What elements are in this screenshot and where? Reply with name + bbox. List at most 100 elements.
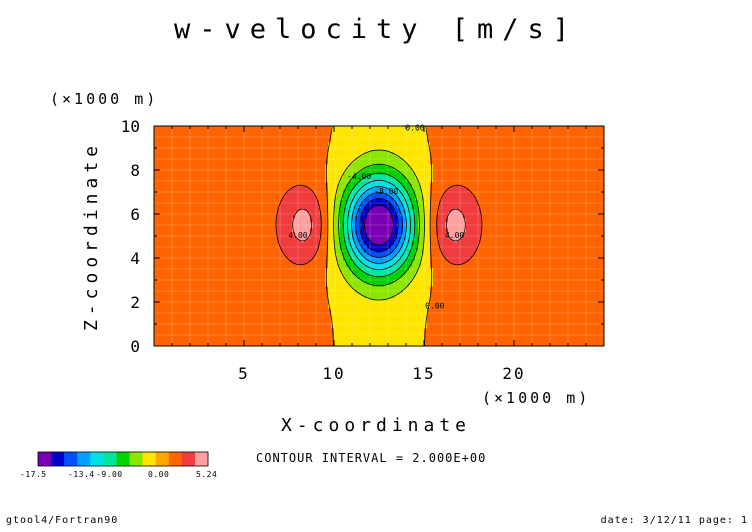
contour-cell [286, 342, 290, 345]
contour-cell [271, 168, 275, 171]
contour-cell [214, 304, 218, 307]
contour-cell [271, 278, 275, 281]
contour-cell [208, 316, 212, 319]
contour-cell [274, 262, 278, 265]
contour-cell [238, 168, 242, 171]
contour-cell [232, 186, 236, 189]
contour-cell [274, 216, 278, 219]
contour-cell [154, 180, 158, 183]
contour-cell [172, 182, 176, 185]
contour-cell [214, 296, 218, 299]
contour-cell [265, 200, 269, 203]
contour-cell [256, 216, 260, 219]
contour-cell [202, 150, 206, 153]
contour-cell [271, 294, 275, 297]
contour-cell [244, 148, 248, 151]
contour-cell [157, 232, 161, 235]
contour-cell [178, 302, 182, 305]
contour-cell [247, 228, 251, 231]
contour-cell [187, 302, 191, 305]
contour-cell [196, 254, 200, 257]
contour-cell [196, 344, 200, 347]
contour-cell [190, 266, 194, 269]
contour-cell [244, 306, 248, 309]
contour-cell [286, 212, 290, 215]
contour-cell [205, 172, 209, 175]
contour-cell [277, 336, 281, 339]
contour-cell [259, 156, 263, 159]
contour-cell [220, 178, 224, 181]
contour-cell [253, 308, 257, 311]
contour-cell [253, 192, 257, 195]
contour-cell [214, 188, 218, 191]
contour-cell [283, 148, 287, 151]
contour-cell [274, 240, 278, 243]
contour-cell [280, 220, 284, 223]
contour-cell [181, 324, 185, 327]
contour-cell [196, 336, 200, 339]
contour-cell [268, 148, 272, 151]
contour-cell [190, 260, 194, 263]
contour-cell [235, 232, 239, 235]
contour-cell [187, 342, 191, 345]
contour-cell [211, 294, 215, 297]
contour-cell [229, 226, 233, 229]
contour-cell [178, 286, 182, 289]
contour-cell [283, 220, 287, 223]
contour-cell [283, 150, 287, 153]
contour-cell [184, 308, 188, 311]
contour-cell [286, 202, 290, 205]
contour-cell [208, 246, 212, 249]
contour-cell [229, 292, 233, 295]
contour-cell [232, 240, 236, 243]
contour-cell [274, 202, 278, 205]
contour-cell [241, 262, 245, 265]
contour-cell [205, 330, 209, 333]
contour-cell [181, 242, 185, 245]
contour-cell [181, 342, 185, 345]
contour-cell [184, 296, 188, 299]
contour-cell [154, 322, 158, 325]
contour-cell [250, 334, 254, 337]
contour-cell [166, 148, 170, 151]
contour-cell [238, 214, 242, 217]
contour-cell [190, 202, 194, 205]
contour-cell [163, 196, 167, 199]
contour-cell [247, 216, 251, 219]
contour-cell [289, 256, 293, 259]
contour-cell [172, 232, 176, 235]
contour-cell [286, 162, 290, 165]
contour-cell [259, 312, 263, 315]
contour-cell [229, 262, 233, 265]
contour-cell [235, 224, 239, 227]
contour-cell [229, 134, 233, 137]
contour-cell [202, 316, 206, 319]
contour-cell [286, 134, 290, 137]
contour-cell [154, 228, 158, 231]
contour-cell [274, 340, 278, 343]
contour-cell [187, 218, 191, 221]
contour-cell [208, 200, 212, 203]
contour-cell [166, 200, 170, 203]
contour-cell [280, 298, 284, 301]
contour-cell [274, 284, 278, 287]
contour-cell [241, 176, 245, 179]
contour-cell [208, 298, 212, 301]
contour-cell [286, 250, 290, 253]
contour-cell [262, 282, 266, 285]
contour-cell [226, 304, 230, 307]
contour-cell [163, 326, 167, 329]
contour-cell [202, 332, 206, 335]
contour-cell [172, 216, 176, 219]
contour-cell [169, 180, 173, 183]
contour-cell [202, 210, 206, 213]
contour-cell [217, 308, 221, 311]
contour-cell [205, 262, 209, 265]
contour-cell [268, 322, 272, 325]
contour-cell [202, 330, 206, 333]
contour-cell [238, 134, 242, 137]
contour-cell [259, 314, 263, 317]
contour-cell [229, 164, 233, 167]
contour-cell [256, 186, 260, 189]
contour-cell [244, 228, 248, 231]
